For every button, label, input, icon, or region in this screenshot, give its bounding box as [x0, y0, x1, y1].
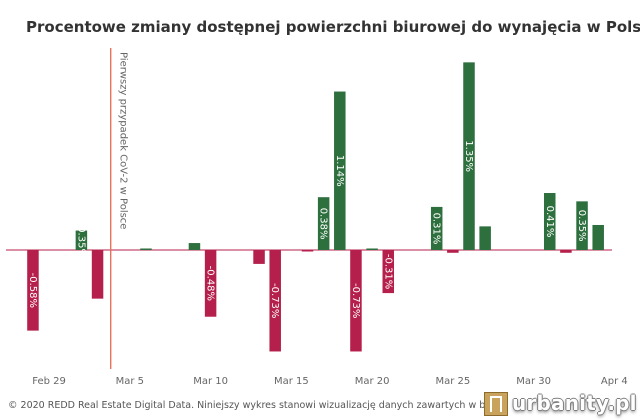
x-tick-label: Mar 15: [274, 376, 309, 387]
bar: [576, 201, 588, 250]
bar: [188, 243, 201, 250]
bar: [140, 248, 152, 250]
urbanity-watermark: urbanity.pl: [484, 388, 640, 420]
bar: [91, 250, 104, 299]
bar: [366, 248, 378, 250]
x-tick-label: Feb 29: [32, 376, 66, 387]
bar-label: -0.73%: [350, 283, 361, 318]
bar-label: -0.58%: [27, 273, 38, 308]
bar: [75, 230, 88, 250]
watermark-text: urbanity.pl: [512, 391, 637, 415]
bar: [463, 62, 475, 250]
x-tick-label: Mar 30: [516, 376, 551, 387]
x-tick-label: Apr 4: [601, 376, 628, 387]
chart-title: Procentowe zmiany dostępnej powierzchni …: [26, 18, 640, 36]
bar-label: -0.48%: [205, 266, 216, 301]
bar-label: 0.35%: [576, 210, 587, 242]
bar: [592, 224, 604, 250]
bar: [544, 193, 556, 250]
x-tick-label: Mar 5: [116, 376, 144, 387]
bar: [560, 250, 572, 253]
bar-label: 0.41%: [544, 206, 555, 238]
bar: [269, 250, 281, 352]
bar: [253, 250, 265, 264]
x-tick-label: Mar 10: [193, 376, 228, 387]
bar: [301, 250, 314, 252]
annotation-label: Pierwszy przypadek CoV-2 w Polsce: [118, 52, 129, 229]
bar-label: 1.35%: [463, 140, 474, 172]
bar: [430, 206, 443, 250]
copyright-footer: © 2020 REDD Real Estate Digital Data. Ni…: [8, 400, 505, 411]
bar: [447, 250, 459, 253]
bar: [350, 250, 362, 352]
bar-label: -0.31%: [382, 254, 393, 289]
bar: [382, 250, 394, 294]
urbanity-logo-icon: [484, 392, 508, 416]
bar-label: 1.14%: [334, 155, 345, 187]
bar: [204, 250, 217, 317]
bar-label: 0.31%: [431, 213, 442, 245]
x-tick-label: Mar 25: [435, 376, 470, 387]
bar-label: 0.38%: [318, 208, 329, 240]
bar: [27, 250, 39, 331]
bar-label: -0.73%: [269, 283, 280, 318]
bar: [334, 91, 346, 250]
bar: [479, 226, 491, 250]
x-tick-label: Mar 20: [355, 376, 390, 387]
bar: [317, 197, 330, 250]
bar-label: -0.35%: [75, 223, 86, 258]
